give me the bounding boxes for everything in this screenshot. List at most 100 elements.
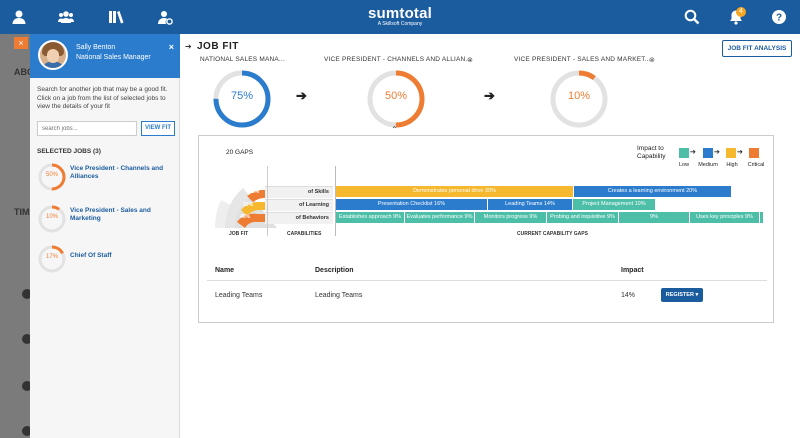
gap-bar[interactable]: Probing and inquisitive 9% — [547, 212, 619, 223]
job-fit-ring — [38, 163, 66, 191]
row-impact: 14% — [621, 292, 636, 299]
user-role: National Sales Manager — [76, 54, 151, 61]
gap-bar[interactable]: Uses key principles 9% — [690, 212, 760, 223]
gap-bar[interactable]: 9% — [619, 212, 690, 223]
impact-legend: Impact to Capability ➔ ➔ ➔ Low Medium Hi… — [637, 145, 767, 175]
gap-bar[interactable]: Presentation Checklist 16% — [336, 199, 488, 210]
capability-label-skills: of Skills — [265, 186, 333, 198]
arrow-icon: ➔ — [690, 149, 696, 156]
job-fit-analysis-button[interactable]: JOB FIT ANALYSIS — [722, 40, 792, 57]
help-icon[interactable]: ? — [771, 9, 787, 25]
row-name: Leading Teams — [215, 292, 263, 299]
sumtotal-logo[interactable]: sumtotal A Skillsoft Company — [367, 6, 433, 27]
arrow-right-icon: ➔ — [484, 88, 495, 103]
capability-label-behaviors: of Behaviors — [265, 212, 333, 224]
row-description: Leading Teams — [315, 292, 363, 299]
gap-bar[interactable]: Leading Teams 14% — [488, 199, 573, 210]
selected-job-item[interactable]: 10% Vice President - Sales and Marketing — [37, 204, 177, 236]
column-header-impact[interactable]: Impact — [621, 267, 644, 274]
job-fit-compare[interactable]: VICE PRESIDENT - SALES AND MARKET... — [514, 56, 651, 63]
legend-label: Low — [678, 162, 690, 168]
search-jobs-input[interactable] — [37, 121, 137, 136]
panel-help-text: Search for another job that may be a goo… — [37, 86, 168, 110]
remove-icon[interactable]: ⊗ — [649, 57, 655, 64]
gap-bar[interactable]: Monitors progress 9% — [475, 212, 547, 223]
logo-text: sumtotal — [367, 5, 433, 22]
group-icon[interactable] — [58, 9, 74, 25]
legend-label: Critical — [747, 162, 765, 168]
job-fit-detail-card: 20 GAPS Impact to Capability ➔ ➔ ➔ Low M… — [198, 135, 774, 323]
view-fit-button[interactable]: VIEW FIT — [141, 121, 175, 136]
gap-bar[interactable]: Demonstrates personal drive 30% — [336, 186, 574, 197]
user-settings-icon[interactable] — [157, 9, 173, 25]
job-fit-ring — [38, 245, 66, 273]
job-fit-percent: 10% — [567, 90, 591, 102]
column-header-name[interactable]: Name — [215, 267, 235, 274]
job-fit-fan-chart — [214, 188, 277, 228]
legend-label: High — [726, 162, 738, 168]
job-fit-percent: 17% — [45, 254, 58, 260]
background-avatar — [22, 334, 32, 344]
job-title: NATIONAL SALES MANA... — [200, 56, 285, 63]
background-text: ABO — [14, 67, 34, 77]
axis-label-job-fit: JOB FIT — [229, 231, 249, 237]
learning-fit-percent: 30% — [243, 202, 254, 208]
background-avatar — [22, 381, 32, 391]
register-button[interactable]: REGISTER ▾ — [661, 288, 703, 302]
svg-text:?: ? — [776, 13, 782, 24]
top-navigation-bar: sumtotal A Skillsoft Company 4 ? — [0, 0, 800, 34]
gap-bar[interactable]: Creates a learning environment 20% — [574, 186, 732, 197]
user-header: Sally Benton National Sales Manager × — [30, 34, 180, 78]
background-avatar — [22, 289, 32, 299]
avatar — [38, 40, 68, 70]
user-icon[interactable] — [11, 9, 27, 25]
gap-bar[interactable]: Establishes approach 9% — [336, 212, 405, 223]
logo-tagline: A Skillsoft Company — [377, 21, 423, 27]
job-fit-percent: 75% — [230, 90, 254, 102]
library-icon[interactable] — [108, 9, 124, 25]
job-fit-gauge — [550, 70, 608, 128]
gap-bar[interactable] — [760, 212, 764, 223]
capability-label-learning: of Learning — [265, 199, 333, 211]
job-fit-compare[interactable]: VICE PRESIDENT - CHANNELS AND ALLIAN... — [324, 56, 472, 63]
legend-label: Medium — [698, 162, 718, 168]
job-fit-percent: 50% — [45, 172, 58, 178]
legend-title: Impact to Capability — [637, 145, 666, 160]
gap-bar[interactable]: Evaluates performance 9% — [405, 212, 475, 223]
job-fit-ring — [38, 205, 66, 233]
legend-medium-swatch — [703, 148, 713, 158]
selected-job-item[interactable]: 17% Chief Of Staff — [37, 244, 177, 276]
job-fit-gauge — [367, 70, 425, 128]
skills-fit-percent: 50% — [249, 189, 260, 195]
chevron-up-icon[interactable]: ⌃ — [391, 125, 398, 134]
user-name: Sally Benton — [76, 44, 116, 51]
job-name-link[interactable]: Chief Of Staff — [70, 252, 112, 259]
axis-label-gaps: CURRENT CAPABILITY GAPS — [517, 231, 588, 237]
gap-bar[interactable]: Project Management 10% — [573, 199, 656, 210]
job-name-link[interactable]: Vice President - Channels and Alliances — [70, 165, 164, 180]
panel-toggle-close-button[interactable]: × — [14, 37, 28, 49]
selected-job-item[interactable]: 50% Vice President - Channels and Allian… — [37, 162, 177, 194]
axis-label-capabilities: CAPABILITIES — [287, 231, 322, 237]
job-fit-side-panel: Sally Benton National Sales Manager × Se… — [30, 34, 180, 438]
job-title: VICE PRESIDENT - SALES AND MARKET... — [514, 56, 651, 63]
dimmed-background-page: ABO TIM — [0, 34, 34, 438]
legend-critical-swatch — [749, 148, 759, 158]
arrow-icon: ➔ — [714, 149, 720, 156]
job-title: VICE PRESIDENT - CHANNELS AND ALLIAN... — [324, 56, 472, 63]
arrow-right-icon: ➔ — [296, 88, 307, 103]
column-header-description[interactable]: Description — [315, 267, 354, 274]
page-title: JOB FIT — [197, 41, 239, 52]
legend-high-swatch — [726, 148, 736, 158]
job-name-link[interactable]: Vice President - Sales and Marketing — [70, 207, 151, 222]
job-fit-percent: 10% — [45, 214, 58, 220]
capability-gap-chart: 50% 30% 46% of Skills of Learning of Beh… — [207, 166, 767, 238]
background-avatar — [22, 426, 32, 436]
gaps-count: 20 GAPS — [226, 149, 254, 156]
arrow-icon[interactable]: ➔ — [185, 42, 192, 51]
behaviors-fit-percent: 46% — [240, 214, 251, 220]
search-icon[interactable] — [684, 9, 700, 25]
close-icon[interactable]: × — [168, 42, 174, 52]
job-fit-current[interactable]: NATIONAL SALES MANA... — [200, 56, 300, 63]
remove-icon[interactable]: ⊗ — [467, 57, 473, 64]
